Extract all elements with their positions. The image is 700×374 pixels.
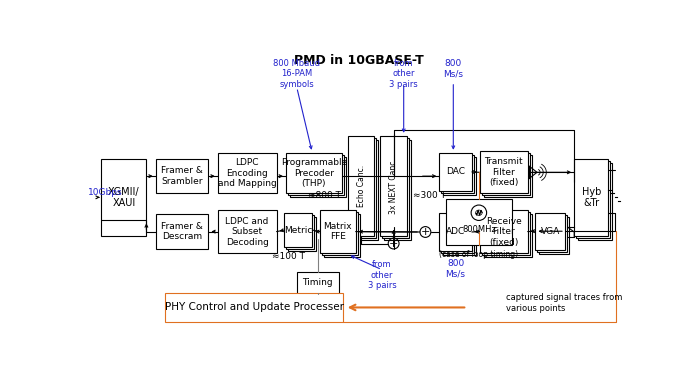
- Bar: [218, 153, 276, 193]
- Bar: [165, 293, 343, 322]
- Bar: [536, 213, 565, 250]
- Bar: [155, 159, 209, 193]
- Text: DAC: DAC: [446, 168, 465, 177]
- Bar: [381, 136, 407, 236]
- Text: 10Gbps: 10Gbps: [88, 188, 122, 197]
- Bar: [576, 161, 610, 238]
- Bar: [484, 214, 531, 257]
- Bar: [482, 212, 530, 255]
- Text: captured signal traces from
various points: captured signal traces from various poin…: [506, 293, 622, 313]
- Bar: [539, 217, 569, 254]
- Text: VGA: VGA: [540, 227, 560, 236]
- Text: LDPC and
Subset
Decoding: LDPC and Subset Decoding: [225, 217, 269, 246]
- Text: +: +: [389, 239, 398, 249]
- Bar: [446, 199, 512, 245]
- Text: XGMII/
XAUI: XGMII/ XAUI: [108, 187, 140, 208]
- Bar: [288, 217, 316, 251]
- Bar: [290, 157, 346, 197]
- Text: Transmit
Filter
(fixed): Transmit Filter (fixed): [484, 157, 523, 187]
- Text: from
other
3 pairs: from other 3 pairs: [368, 260, 396, 290]
- Text: Programmable
Precoder
(THP): Programmable Precoder (THP): [281, 158, 347, 188]
- Text: Framer &
Descram: Framer & Descram: [161, 222, 203, 241]
- Text: PHY Control and Update Processer: PHY Control and Update Processer: [164, 303, 344, 312]
- Bar: [443, 217, 476, 255]
- Bar: [352, 140, 378, 240]
- Text: Echo Canc.: Echo Canc.: [356, 165, 365, 207]
- Bar: [440, 153, 472, 191]
- Bar: [348, 136, 374, 236]
- Bar: [482, 153, 530, 196]
- Bar: [297, 272, 339, 294]
- Text: from
other
3 pairs: from other 3 pairs: [389, 59, 418, 89]
- Text: Timing: Timing: [302, 278, 333, 287]
- Text: (case of loop timing): (case of loop timing): [440, 250, 519, 259]
- Text: +: +: [421, 227, 430, 237]
- Bar: [480, 211, 528, 253]
- Text: 800
Ms/s: 800 Ms/s: [446, 259, 466, 278]
- Bar: [441, 154, 474, 193]
- Bar: [578, 163, 612, 240]
- Bar: [284, 213, 312, 247]
- Text: ≈100 T: ≈100 T: [272, 252, 304, 261]
- Bar: [320, 211, 356, 253]
- Bar: [484, 155, 531, 197]
- Text: 800MHz: 800MHz: [462, 225, 496, 234]
- Text: Hyb
&Tr: Hyb &Tr: [582, 187, 601, 208]
- Bar: [480, 151, 528, 193]
- Text: LDPC
Encoding
and Mapping: LDPC Encoding and Mapping: [218, 158, 276, 188]
- Bar: [218, 211, 276, 253]
- Text: Framer &
Srambler: Framer & Srambler: [161, 166, 203, 186]
- Text: 800
Ms/s: 800 Ms/s: [443, 59, 463, 78]
- Bar: [382, 138, 409, 238]
- Text: Receive
Filter
(fixed): Receive Filter (fixed): [486, 217, 522, 246]
- Bar: [322, 212, 358, 255]
- Bar: [440, 213, 472, 251]
- Text: ≈300 T: ≈300 T: [413, 190, 446, 200]
- Bar: [155, 214, 209, 249]
- Text: Matrix
FFE: Matrix FFE: [323, 222, 352, 241]
- Bar: [350, 138, 376, 238]
- Bar: [286, 153, 342, 193]
- Bar: [441, 215, 474, 253]
- Text: Metric: Metric: [284, 226, 312, 234]
- Bar: [538, 215, 567, 252]
- Bar: [288, 154, 344, 196]
- Text: PMD in 10GBASE-T: PMD in 10GBASE-T: [294, 54, 424, 67]
- Bar: [324, 214, 360, 257]
- Bar: [443, 157, 476, 195]
- Text: 800 Mbaud
16-PAM
symbols: 800 Mbaud 16-PAM symbols: [273, 59, 321, 89]
- Text: 3x NEXT Canc.: 3x NEXT Canc.: [389, 158, 398, 214]
- Bar: [102, 159, 146, 236]
- Bar: [286, 215, 314, 249]
- Bar: [574, 159, 608, 236]
- Text: ≈800 T: ≈800 T: [308, 190, 341, 200]
- Text: ADC: ADC: [446, 227, 466, 236]
- Bar: [384, 140, 411, 240]
